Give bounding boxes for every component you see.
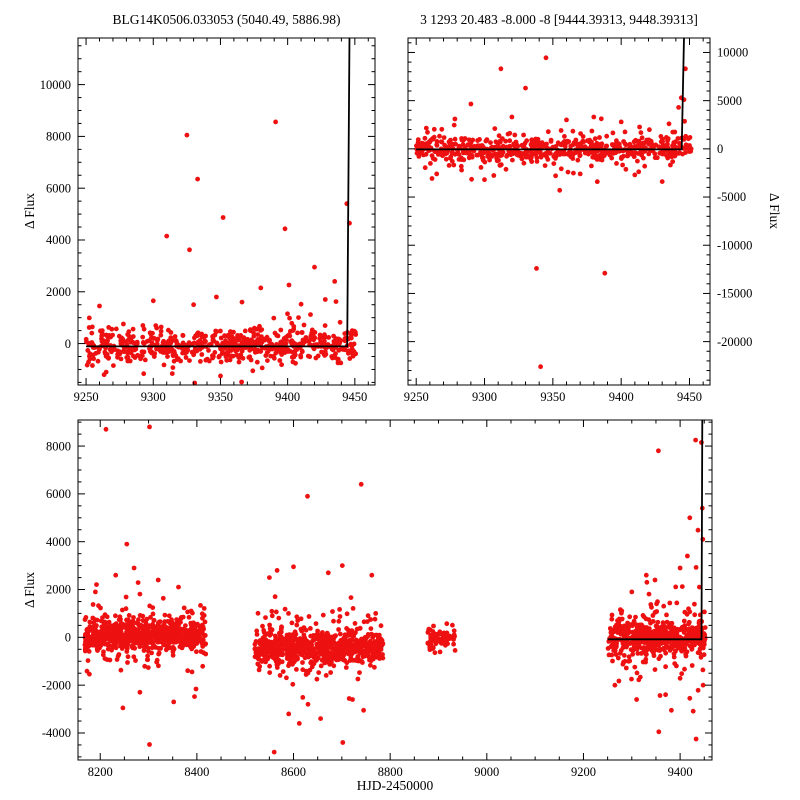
y-tick-label: 6000 <box>46 487 71 501</box>
y-tick-label: -20000 <box>717 335 752 349</box>
x-tick-label: 9350 <box>540 390 565 404</box>
y-tick-label: -15000 <box>717 287 752 301</box>
panel-top-right-axes: 9250 9300 9350 9400 9450 -20000 -15000 -10000 -5… <box>404 37 752 404</box>
x-tick-label: 9350 <box>208 390 233 404</box>
panel-c-ylabel: Δ Flux <box>22 571 37 609</box>
x-tick-label: 8400 <box>184 765 209 779</box>
panel-top-right-data <box>414 38 694 370</box>
x-tick-label: 9400 <box>275 390 300 404</box>
x-tick-label: 9450 <box>677 390 702 404</box>
y-tick-label: 8000 <box>46 439 71 453</box>
y-tick-label: 0 <box>717 142 723 156</box>
panel-b-title: 3 1293 20.483 -8.000 -8 [9444.39313, 944… <box>420 12 698 27</box>
x-tick-label: 9250 <box>74 390 99 404</box>
panel-top-left-data <box>83 38 359 385</box>
y-tick-label: 0 <box>65 631 71 645</box>
y-tick-label: 6000 <box>46 181 71 195</box>
model-line <box>607 420 704 641</box>
y-tick-label: -5000 <box>717 190 746 204</box>
y-tick-label: -4000 <box>42 726 71 740</box>
model-line <box>416 38 685 151</box>
y-tick-label: 4000 <box>46 233 71 247</box>
scatter-points <box>82 424 708 755</box>
x-tick-label: 9300 <box>141 390 166 404</box>
x-tick-label: 8600 <box>281 765 306 779</box>
panel-top-left-axes: 9250 9300 9350 9400 9450 0 2000 4000 6000 8000 100… <box>40 37 376 404</box>
y-tick-label: 10000 <box>40 78 71 92</box>
panel-c-xlabel: HJD-2450000 <box>356 778 434 793</box>
x-tick-label: 8200 <box>88 765 113 779</box>
panel-b-ylabel: Δ Flux <box>767 192 782 230</box>
panel-a-ylabel: Δ Flux <box>22 192 37 230</box>
x-tick-label: 9000 <box>474 765 499 779</box>
model-line <box>86 38 351 348</box>
y-tick-label: 2000 <box>46 285 71 299</box>
y-tick-label: 10000 <box>717 46 748 60</box>
x-tick-label: 9450 <box>342 390 367 404</box>
y-tick-label: -10000 <box>717 238 752 252</box>
y-tick-label: -2000 <box>42 678 71 692</box>
y-tick-label: 0 <box>65 337 71 351</box>
panel-a-title: BLG14K0506.033053 (5040.49, 5886.98) <box>112 12 341 27</box>
y-tick-label: 4000 <box>46 535 71 549</box>
x-tick-label: 9250 <box>404 390 429 404</box>
y-tick-label: 2000 <box>46 583 71 597</box>
x-tick-label: 9400 <box>609 390 634 404</box>
y-tick-label: 8000 <box>46 130 71 144</box>
x-tick-label: 8800 <box>378 765 403 779</box>
x-tick-label: 9300 <box>472 390 497 404</box>
x-tick-label: 9400 <box>668 765 693 779</box>
y-tick-label: 5000 <box>717 94 742 108</box>
scatter-points <box>414 55 694 370</box>
x-tick-label: 9200 <box>571 765 596 779</box>
panel-bottom-axes: 8200 8400 8600 8800 9000 9200 9400 -4000 -2000 0 2… <box>42 419 713 779</box>
panel-bottom-data <box>82 420 708 755</box>
